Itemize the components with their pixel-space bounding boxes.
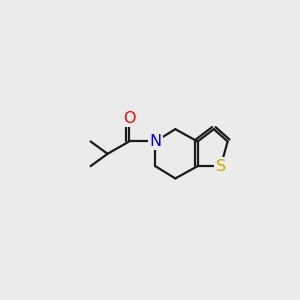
Text: O: O	[123, 111, 135, 126]
Text: N: N	[149, 134, 161, 149]
Text: S: S	[216, 159, 226, 174]
